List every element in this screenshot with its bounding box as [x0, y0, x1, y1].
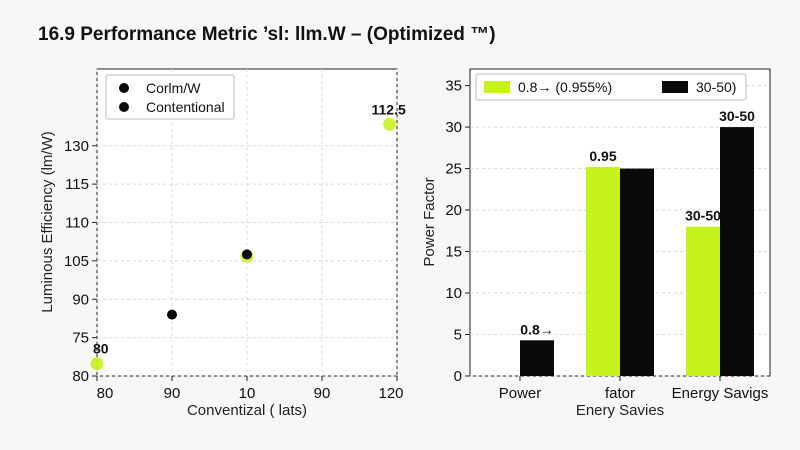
- bar-x-tick-label-0: Power: [499, 385, 542, 402]
- scatter-x-tick-label-0: 80: [97, 385, 114, 402]
- bar-bars: [520, 127, 754, 376]
- scatter-points: [90, 117, 396, 371]
- scatter-y-tick-label-0: 80: [72, 368, 89, 385]
- scatter-y-tick-label-5: 115: [65, 176, 89, 193]
- figure-title: 16.9 Performance Metric ’sl: llm.W – (Op…: [38, 24, 496, 45]
- scatter-y-tick-label-3: 105: [64, 253, 89, 270]
- scatter-y-tick-label-1: 75: [72, 330, 89, 347]
- bar-legend-swatch-black: [662, 81, 688, 93]
- legend-label-contentional: Contentional: [146, 99, 225, 115]
- scatter-x-ticks: 80 90 10 90 120: [96, 376, 404, 402]
- scatter-legend: Corlm/W Contentional: [105, 74, 235, 120]
- bar-x-axis-label: Enery Savies: [576, 402, 664, 419]
- scatter-x-tick-label-3: 90: [314, 385, 331, 402]
- bar-y-tick-label-2: 10: [445, 285, 462, 302]
- scatter-x-tick-label-4: 120: [378, 385, 403, 402]
- bar-legend-swatch-lime: [484, 81, 510, 93]
- bar-1-0: [520, 340, 554, 376]
- bar-y-axis-label: Power Factor: [421, 177, 438, 266]
- bar-annotations: 0.8→ 0.95 30-50 30-50: [520, 108, 755, 337]
- scatter-y-axis-label: Luminous Efficiency (lm/W): [39, 131, 56, 312]
- bar-0-2: [686, 226, 720, 376]
- legend-marker-corlm: [119, 83, 129, 93]
- scatter-legend-box: [105, 74, 235, 120]
- bar-x-ticks: Power fator Energy Savigs: [499, 376, 769, 402]
- bar-y-tick-label-1: 5: [454, 327, 462, 344]
- bar-x-tick-label-2: Energy Savigs: [672, 385, 769, 402]
- bar-annotation-0: 0.8→: [520, 321, 553, 337]
- scatter-point-1-0: [167, 309, 177, 320]
- bar-legend-label-lime: 0.8→ (0.955%): [518, 79, 612, 95]
- bar-1-2: [720, 127, 754, 376]
- scatter-y-tick-label-2: 90: [72, 291, 89, 308]
- scatter-point-1-1: [242, 249, 252, 260]
- bar-y-tick-label-6: 30: [445, 119, 462, 136]
- bar-y-tick-label-3: 15: [445, 244, 462, 261]
- scatter-x-tick-label-2: 10: [239, 385, 256, 402]
- bar-0-1: [586, 166, 620, 376]
- scatter-grid: [96, 69, 398, 377]
- bar-legend: 0.8→ (0.955%) 30-50): [475, 73, 747, 101]
- scatter-annotation-1: 112.5: [372, 101, 406, 117]
- bar-y-tick-label-7: 35: [445, 78, 462, 95]
- bar-x-tick-label-1: fator: [605, 385, 635, 402]
- bar-legend-box: [475, 73, 747, 101]
- scatter-y-tick-label-6: 130: [64, 138, 89, 155]
- bar-legend-label-black: 30-50): [696, 79, 736, 95]
- scatter-point-0-0: [90, 357, 104, 371]
- bar-annotation-2: 30-50: [685, 208, 721, 224]
- bar-y-tick-label-0: 0: [454, 368, 462, 385]
- scatter-x-tick-label-1: 90: [164, 385, 181, 402]
- scatter-point-0-2: [383, 117, 396, 131]
- bar-y-ticks: 0 5 10 15 20 25 30 35: [445, 78, 470, 385]
- legend-label-corlm: Corlm/W: [146, 80, 201, 96]
- bar-annotation-3: 30-50: [719, 108, 755, 124]
- legend-marker-contentional: [119, 102, 129, 112]
- bar-annotation-1: 0.95: [589, 148, 616, 164]
- bar-panel: 0 5 10 15 20 25 30 35 Power fator Energy Savigs 0…: [421, 68, 771, 419]
- bar-y-tick-label-5: 25: [445, 161, 462, 178]
- scatter-annotations: 80 112.5: [93, 101, 406, 356]
- scatter-annotation-0: 80: [93, 341, 109, 357]
- scatter-y-tick-label-4: 110: [65, 215, 89, 232]
- scatter-y-ticks: 80 75 90 105 110 115 130: [64, 138, 97, 385]
- bar-1-1: [620, 168, 654, 376]
- scatter-x-axis-label: Conventizal ( lats): [187, 402, 307, 419]
- bar-y-tick-label-4: 20: [445, 202, 462, 219]
